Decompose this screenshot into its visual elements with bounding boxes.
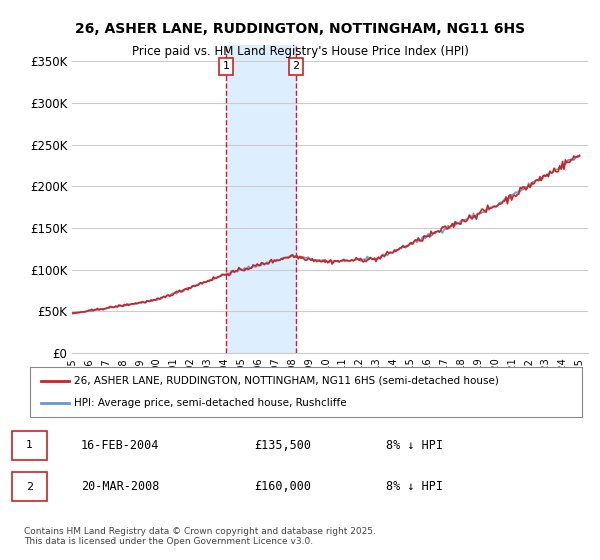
Text: Price paid vs. HM Land Registry's House Price Index (HPI): Price paid vs. HM Land Registry's House … bbox=[131, 45, 469, 58]
Text: 26, ASHER LANE, RUDDINGTON, NOTTINGHAM, NG11 6HS: 26, ASHER LANE, RUDDINGTON, NOTTINGHAM, … bbox=[75, 22, 525, 36]
FancyBboxPatch shape bbox=[12, 472, 47, 501]
Text: 2: 2 bbox=[26, 482, 33, 492]
Text: Contains HM Land Registry data © Crown copyright and database right 2025.
This d: Contains HM Land Registry data © Crown c… bbox=[24, 526, 376, 546]
Text: 20-MAR-2008: 20-MAR-2008 bbox=[81, 480, 160, 493]
Text: 2: 2 bbox=[292, 62, 299, 71]
Text: 16-FEB-2004: 16-FEB-2004 bbox=[81, 439, 160, 452]
FancyBboxPatch shape bbox=[12, 431, 47, 460]
Text: £135,500: £135,500 bbox=[254, 439, 311, 452]
Text: 1: 1 bbox=[26, 440, 33, 450]
Text: 8% ↓ HPI: 8% ↓ HPI bbox=[386, 439, 443, 452]
Bar bbox=[226, 45, 296, 353]
Text: 1: 1 bbox=[223, 62, 230, 71]
Text: HPI: Average price, semi-detached house, Rushcliffe: HPI: Average price, semi-detached house,… bbox=[74, 398, 347, 408]
Text: £160,000: £160,000 bbox=[254, 480, 311, 493]
Text: 8% ↓ HPI: 8% ↓ HPI bbox=[386, 480, 443, 493]
Text: 26, ASHER LANE, RUDDINGTON, NOTTINGHAM, NG11 6HS (semi-detached house): 26, ASHER LANE, RUDDINGTON, NOTTINGHAM, … bbox=[74, 376, 499, 386]
FancyBboxPatch shape bbox=[30, 367, 582, 417]
